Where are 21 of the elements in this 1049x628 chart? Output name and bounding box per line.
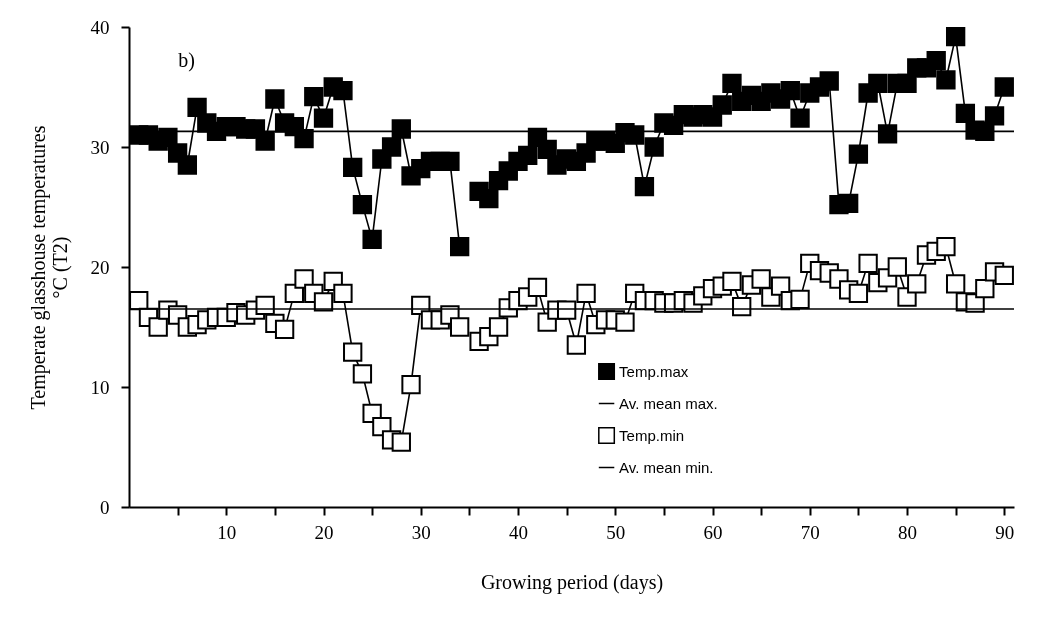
legend-label: Temp.min: [619, 426, 685, 444]
legend-label: Av. mean min.: [619, 458, 714, 476]
x-tick-label: 20: [314, 521, 334, 543]
y-tick-label: 30: [90, 136, 110, 158]
y-axis-title: Temperate glasshouse temperatures °C (T2): [26, 125, 72, 410]
x-tick-label: 30: [411, 521, 431, 543]
x-tick-label: 10: [217, 521, 237, 543]
y-tick-label: 10: [90, 376, 110, 398]
annotation: b): [178, 48, 195, 72]
x-tick-label: 70: [800, 521, 820, 543]
y-tick-label: 20: [90, 256, 110, 278]
x-tick-label: 40: [509, 521, 529, 543]
x-tick-label: 90: [995, 521, 1015, 543]
x-tick-label: 50: [606, 521, 626, 543]
legend-label: Av. mean max.: [619, 394, 718, 412]
legend-label: Temp.max: [619, 362, 689, 380]
y-tick-label: 0: [100, 496, 110, 518]
x-tick-label: 80: [898, 521, 918, 543]
y-tick-label: 40: [90, 16, 110, 38]
x-axis-title: Growing period (days): [480, 570, 664, 594]
x-tick-label: 60: [703, 521, 723, 543]
